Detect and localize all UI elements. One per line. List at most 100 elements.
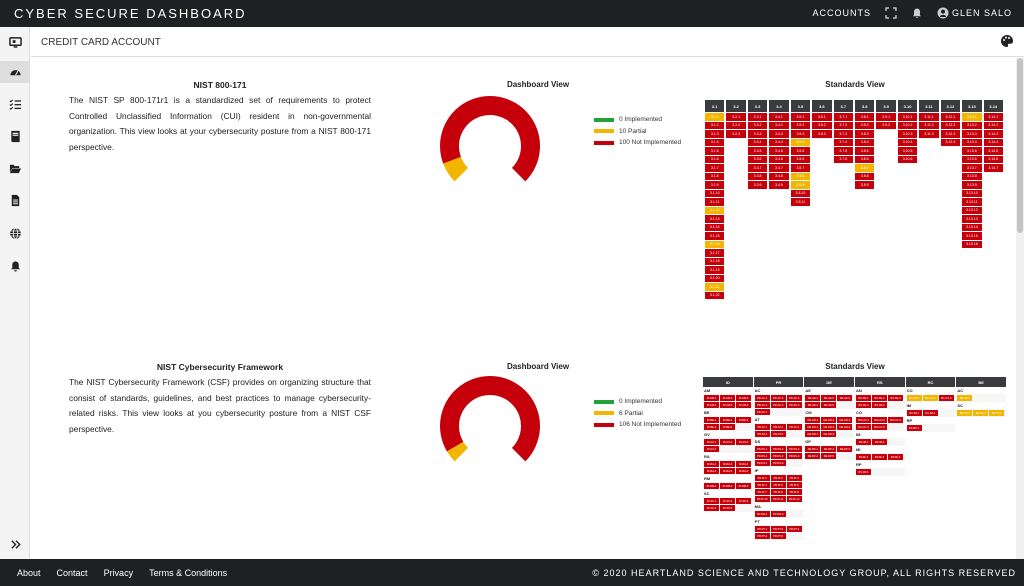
csf-control-cell[interactable]: ID.RA-4 <box>704 468 719 474</box>
nist171-control-cell[interactable]: 3.1.8 <box>705 172 725 180</box>
csf-control-cell[interactable]: DE.CM-6 <box>837 424 853 430</box>
csf-control-cell[interactable]: DE.CM-3 <box>837 417 853 423</box>
nist171-control-cell[interactable]: 3.1.5 <box>705 147 725 155</box>
user-menu[interactable]: GLEN SALO <box>937 7 1012 19</box>
csf-control-cell[interactable]: DE.CM-7 <box>805 431 821 437</box>
csf-control-cell[interactable]: PR.MA-2 <box>770 511 786 517</box>
csf-control-cell[interactable]: DE.CM-8 <box>821 431 837 437</box>
nist171-family-header[interactable]: 3.4 <box>769 100 789 112</box>
csf-control-cell[interactable]: ID.SC-4 <box>704 505 719 511</box>
csf-control-cell[interactable]: ID.RM-1 <box>704 483 719 489</box>
csf-control-cell[interactable]: PR.IP-9 <box>786 489 802 495</box>
nist171-control-cell[interactable]: 3.8.2 <box>855 121 875 129</box>
csf-control-cell[interactable]: ID.AM-6 <box>736 402 751 408</box>
sidebar-item-globe[interactable] <box>4 222 26 244</box>
nist171-control-cell[interactable]: 3.12.2 <box>940 121 961 129</box>
csf-control-cell[interactable]: RS.AN-5 <box>872 402 887 408</box>
csf-control-cell[interactable]: PR.MA-1 <box>754 511 770 517</box>
csf-control-cell[interactable]: RC.IM-1 <box>906 410 922 416</box>
nist171-control-cell[interactable]: 3.1.22 <box>705 291 725 299</box>
csf-control-cell[interactable]: PR.AC-1 <box>754 395 770 401</box>
nist171-control-cell[interactable]: 3.13.9 <box>962 181 982 189</box>
csf-control-cell[interactable]: ID.BE-1 <box>704 417 719 423</box>
csf-control-cell[interactable]: PR.DS-8 <box>770 460 786 466</box>
csf-control-cell[interactable]: DE.AE-2 <box>821 395 837 401</box>
scrollbar-thumb[interactable] <box>1017 58 1023 233</box>
scrollbar[interactable] <box>1016 58 1024 559</box>
nist171-control-cell[interactable]: 3.11.3 <box>919 130 939 138</box>
csf-control-cell[interactable]: BE.SC-1 <box>957 410 973 416</box>
sidebar-item-book[interactable] <box>4 125 26 147</box>
nist171-control-cell[interactable]: 3.5.3 <box>790 130 811 138</box>
nist171-control-cell[interactable]: 3.4.8 <box>769 172 789 180</box>
csf-control-cell[interactable]: DE.AE-5 <box>821 402 837 408</box>
nist171-family-header[interactable]: 3.2 <box>726 100 746 112</box>
nist171-control-cell[interactable]: 3.3.4 <box>747 138 768 146</box>
csf-control-cell[interactable]: ID.GV-2 <box>720 439 735 445</box>
nist171-family-header[interactable]: 3.7 <box>833 100 853 112</box>
nist171-family-header[interactable]: 3.9 <box>876 100 896 112</box>
nist171-control-cell[interactable]: 3.13.6 <box>962 155 982 163</box>
csf-control-cell[interactable]: ID.SC-3 <box>736 498 751 504</box>
sidebar-item-dashboard[interactable] <box>4 31 26 53</box>
nist171-control-cell[interactable]: 3.8.5 <box>855 147 875 155</box>
nist171-control-cell[interactable]: 3.7.1 <box>833 113 853 121</box>
nist171-control-cell[interactable]: 3.9.2 <box>876 121 896 129</box>
nist171-control-cell[interactable]: 3.1.3 <box>705 130 725 138</box>
csf-control-cell[interactable]: RS.CO-4 <box>856 424 871 430</box>
csf-function-header[interactable]: BE <box>956 377 1006 387</box>
nist171-control-cell[interactable]: 3.1.20 <box>705 274 725 282</box>
nist171-control-cell[interactable]: 3.11.1 <box>919 113 939 121</box>
csf-control-cell[interactable]: PR.PT-5 <box>770 533 786 539</box>
nist171-control-cell[interactable]: 3.3.1 <box>747 113 768 121</box>
csf-control-cell[interactable]: PR.DS-5 <box>770 453 786 459</box>
csf-control-cell[interactable]: RS.AN-2 <box>872 395 887 401</box>
csf-control-cell[interactable]: RS.IM-1 <box>856 439 871 445</box>
csf-function-header[interactable]: RC <box>905 377 956 387</box>
csf-control-cell[interactable]: RS.MI-1 <box>856 454 871 460</box>
nist171-control-cell[interactable]: 3.7.2 <box>833 121 853 129</box>
csf-control-cell[interactable]: PR.IP-1 <box>754 475 770 481</box>
footer-link-contact[interactable]: Contact <box>56 568 88 578</box>
csf-control-cell[interactable]: PR.AC-7 <box>754 409 770 415</box>
csf-control-cell[interactable]: ID.RA-6 <box>736 468 751 474</box>
nist171-family-header[interactable]: 3.11 <box>919 100 939 112</box>
csf-control-cell[interactable]: DE.DP-3 <box>837 446 853 452</box>
csf-control-cell[interactable]: DE.DP-1 <box>805 446 821 452</box>
csf-control-cell[interactable]: PR.DS-6 <box>786 453 802 459</box>
nist171-control-cell[interactable]: 3.10.3 <box>897 130 918 138</box>
csf-control-cell[interactable]: RC.CO-3 <box>938 395 954 401</box>
nist171-control-cell[interactable]: 3.1.16 <box>705 240 725 248</box>
csf-control-cell[interactable]: DE.CM-4 <box>805 424 821 430</box>
nist171-control-cell[interactable]: 3.2.2 <box>726 121 746 129</box>
nist171-control-cell[interactable]: 3.10.5 <box>897 147 918 155</box>
nist171-control-cell[interactable]: 3.13.15 <box>962 232 982 240</box>
nist171-control-cell[interactable]: 3.8.1 <box>855 113 875 121</box>
nist171-control-cell[interactable]: 3.2.3 <box>726 130 746 138</box>
csf-control-cell[interactable]: ID.RM-3 <box>736 483 751 489</box>
nist171-control-cell[interactable]: 3.4.1 <box>769 113 789 121</box>
nist171-control-cell[interactable]: 3.7.6 <box>833 155 853 163</box>
sidebar-item-alerts[interactable] <box>4 255 26 277</box>
csf-control-cell[interactable]: DE.CM-1 <box>805 417 821 423</box>
nist171-control-cell[interactable]: 3.6.3 <box>812 130 832 138</box>
csf-control-cell[interactable]: RS.AN-3 <box>888 395 903 401</box>
csf-control-cell[interactable]: DE.DP-4 <box>805 453 821 459</box>
nist171-control-cell[interactable]: 3.12.3 <box>940 130 961 138</box>
nist171-control-cell[interactable]: 3.5.1 <box>790 113 811 121</box>
csf-control-cell[interactable]: ID.AM-1 <box>704 395 719 401</box>
nist171-control-cell[interactable]: 3.4.7 <box>769 164 789 172</box>
nist171-control-cell[interactable]: 3.1.4 <box>705 138 725 146</box>
csf-control-cell[interactable]: ID.BE-3 <box>736 417 751 423</box>
palette-icon[interactable] <box>1000 34 1014 48</box>
csf-control-cell[interactable]: ID.SC-5 <box>720 505 735 511</box>
csf-control-cell[interactable]: ID.BE-2 <box>720 417 735 423</box>
csf-control-cell[interactable]: DE.CM-2 <box>821 417 837 423</box>
csf-function-header[interactable]: PR <box>753 377 804 387</box>
csf-control-cell[interactable]: RS.MI-3 <box>888 454 903 460</box>
nist171-control-cell[interactable]: 3.5.6 <box>790 155 811 163</box>
nist171-control-cell[interactable]: 3.3.5 <box>747 147 768 155</box>
nist171-control-cell[interactable]: 3.2.1 <box>726 113 746 121</box>
sidebar-item-folder[interactable] <box>4 157 26 179</box>
csf-control-cell[interactable]: ID.AM-5 <box>720 402 735 408</box>
